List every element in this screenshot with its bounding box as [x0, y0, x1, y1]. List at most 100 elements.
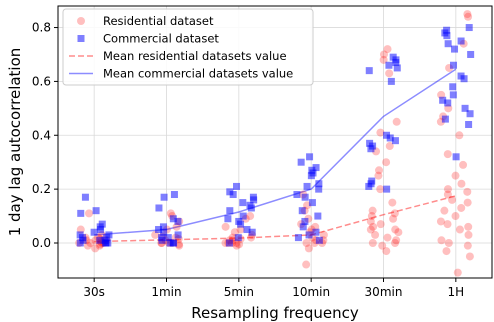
residential-point [367, 212, 376, 221]
residential-point [443, 185, 452, 194]
commercial-point [465, 24, 473, 32]
commercial-point [367, 145, 375, 153]
y-axis-title: 1 day lag autocorrelation [6, 48, 24, 237]
residential-point [385, 142, 394, 151]
commercial-point [306, 153, 314, 161]
x-ticks: 30s 1min 5min 10min 30min 1H [83, 278, 464, 299]
commercial-point [105, 231, 113, 239]
commercial-point [386, 134, 394, 142]
mean-residential-line [94, 195, 456, 243]
commercial-point [160, 193, 168, 201]
residential-point [382, 158, 391, 167]
mean-commercial-line [94, 68, 457, 236]
commercial-point [391, 137, 399, 145]
x-tick-label: 10min [292, 285, 330, 299]
commercial-point [248, 228, 256, 236]
commercial-point [174, 217, 182, 225]
commercial-point [234, 234, 242, 242]
residential-point [85, 209, 94, 218]
residential-point [464, 222, 473, 231]
commercial-point [293, 191, 301, 199]
y-tick-label: 0.0 [32, 236, 51, 250]
x-tick-label: 30min [365, 285, 403, 299]
commercial-point [308, 199, 316, 207]
residential-point [376, 220, 385, 229]
commercial-point [226, 207, 234, 215]
residential-point [221, 222, 230, 231]
commercial-point [224, 215, 232, 223]
legend-marker-residential [77, 17, 85, 25]
x-axis-title: Resampling frequency [191, 304, 359, 322]
residential-point [437, 236, 446, 245]
legend-box [62, 8, 314, 86]
commercial-point [312, 164, 320, 172]
y-tick-label: 0.8 [32, 21, 51, 35]
residential-point [304, 244, 313, 253]
x-tick-label: 30s [83, 285, 105, 299]
residential-point [463, 241, 472, 250]
residential-point [464, 230, 473, 239]
x-tick-label: 1min [151, 285, 181, 299]
residential-point [366, 217, 375, 226]
residential-point [385, 69, 394, 78]
residential-point [382, 247, 391, 256]
residential-point [448, 195, 457, 204]
commercial-point [229, 191, 237, 199]
legend-label: Commercial dataset [103, 32, 219, 46]
residential-point [392, 117, 401, 126]
commercial-point [243, 226, 251, 234]
commercial-point [365, 67, 373, 75]
x-tick-label: 5min [224, 285, 254, 299]
y-tick-label: 0.6 [32, 74, 51, 88]
residential-point [383, 45, 392, 54]
commercial-point [450, 61, 458, 69]
commercial-point [392, 59, 400, 67]
commercial-point [439, 96, 447, 104]
residential-point [366, 225, 375, 234]
residential-point [232, 241, 241, 250]
residential-point [389, 214, 398, 223]
residential-point [455, 131, 464, 140]
commercial-point [90, 228, 98, 236]
commercial-point [164, 234, 172, 242]
residential-point [302, 238, 311, 247]
commercial-point [365, 182, 373, 190]
residential-point [463, 187, 472, 196]
residential-point [463, 10, 472, 19]
commercial-point [393, 64, 401, 72]
commercial-point [457, 37, 465, 45]
residential-point [388, 198, 397, 207]
residential-point [371, 230, 380, 239]
commercial-point [383, 185, 391, 193]
commercial-point [155, 204, 163, 212]
commercial-point [301, 217, 309, 225]
residential-point [374, 171, 383, 180]
residential-point [175, 241, 184, 250]
residential-point [390, 209, 399, 218]
commercial-point [77, 209, 85, 217]
commercial-point [298, 207, 306, 215]
commercial-point [461, 104, 469, 112]
residential-point [391, 238, 400, 247]
residential-point [391, 225, 400, 234]
residential-point [455, 225, 464, 234]
commercial-point [307, 172, 315, 180]
y-tick-label: 0.2 [32, 182, 51, 196]
commercial-point [451, 45, 459, 53]
commercial-point [169, 239, 177, 247]
residential-point [369, 222, 378, 231]
commercial-point [160, 228, 168, 236]
residential-point [302, 260, 311, 269]
commercial-point [452, 153, 460, 161]
scatter-points [75, 10, 475, 277]
commercial-point [97, 226, 105, 234]
residential-point [376, 128, 385, 137]
commercial-point [170, 191, 178, 199]
residential-point [235, 240, 244, 249]
residential-point [444, 238, 453, 247]
commercial-point [303, 182, 311, 190]
commercial-point [460, 75, 468, 83]
residential-point [379, 50, 388, 59]
commercial-point [305, 231, 313, 239]
